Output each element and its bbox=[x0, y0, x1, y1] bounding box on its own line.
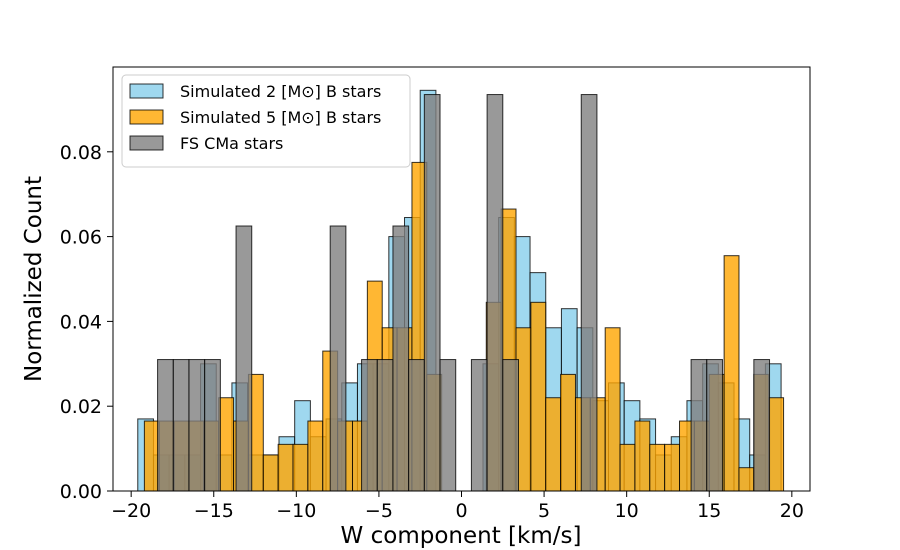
y-tick-label: 0.04 bbox=[60, 311, 102, 333]
bar-simulated-5-m-b-stars-28 bbox=[560, 373, 576, 492]
bar-fs-cma-stars-22 bbox=[502, 359, 519, 492]
bar-simulated-5-m-b-stars-34 bbox=[649, 443, 666, 492]
x-axis: −20 −15 −10 −5 0 5 10 15 20 bbox=[111, 491, 804, 522]
x-tick-label: 20 bbox=[780, 500, 804, 522]
y-axis: 0.00 0.02 0.04 0.06 0.08 bbox=[60, 142, 113, 503]
x-tick-label: −20 bbox=[111, 500, 151, 522]
y-tick-label: 0.08 bbox=[60, 142, 102, 164]
bar-simulated-5-m-b-stars-27 bbox=[545, 397, 562, 492]
bar-fs-cma-stars-14 bbox=[376, 359, 394, 492]
bar-simulated-5-m-b-stars-32 bbox=[619, 443, 636, 492]
bar-simulated-5-m-b-stars-0 bbox=[143, 420, 160, 492]
bar-simulated-5-m-b-stars-26 bbox=[530, 301, 547, 492]
legend-swatch-simulated-2-m-b-stars bbox=[129, 83, 164, 99]
legend-label-simulated-5-m-b-stars: Simulated 5 [M⊙] B stars bbox=[180, 108, 381, 127]
bar-fs-cma-stars-11 bbox=[329, 225, 347, 492]
legend-label-fs-cma-stars: FS CMa stars bbox=[180, 134, 283, 153]
bar-fs-cma-stars-38 bbox=[753, 359, 771, 492]
bar-fs-cma-stars-34 bbox=[690, 359, 708, 492]
bar-fs-cma-stars-35 bbox=[706, 359, 723, 492]
bar-simulated-5-m-b-stars-39 bbox=[723, 255, 740, 492]
bar-simulated-5-m-b-stars-31 bbox=[604, 327, 621, 492]
bar-fs-cma-stars-27 bbox=[580, 94, 598, 492]
bar-fs-cma-stars-16 bbox=[408, 359, 425, 492]
bar-simulated-5-m-b-stars-35 bbox=[664, 443, 681, 492]
x-tick-label: 0 bbox=[455, 500, 467, 522]
bar-simulated-5-m-b-stars-10 bbox=[292, 443, 309, 492]
legend: Simulated 2 [M⊙] B stars Simulated 5 [M⊙]… bbox=[121, 74, 411, 168]
x-tick-label: 15 bbox=[697, 500, 721, 522]
bar-fs-cma-stars-2 bbox=[188, 359, 206, 492]
y-tick-label: 0.02 bbox=[60, 396, 102, 418]
bar-simulated-5-m-b-stars-11 bbox=[307, 420, 324, 492]
bar-simulated-5-m-b-stars-9 bbox=[277, 443, 294, 492]
legend-swatch-fs-cma-stars bbox=[129, 135, 164, 151]
bar-simulated-5-m-b-stars-33 bbox=[634, 420, 651, 492]
bar-fs-cma-stars-21 bbox=[486, 94, 504, 492]
x-tick-label: −10 bbox=[276, 500, 316, 522]
bar-simulated-5-m-b-stars-40 bbox=[738, 467, 755, 492]
x-axis-label: W component [km/s] bbox=[341, 523, 582, 549]
bar-simulated-5-m-b-stars-42 bbox=[768, 397, 785, 492]
x-tick-label: 5 bbox=[538, 500, 550, 522]
bar-fs-cma-stars-17 bbox=[423, 94, 441, 492]
legend-frame bbox=[121, 74, 411, 168]
legend-items: Simulated 2 [M⊙] B stars Simulated 5 [M⊙]… bbox=[129, 82, 381, 153]
y-axis-label: Normalized Count bbox=[21, 176, 47, 382]
bar-fs-cma-stars-1 bbox=[172, 359, 190, 492]
bar-fs-cma-stars-18 bbox=[439, 359, 457, 492]
series-fs-cma-stars bbox=[157, 94, 771, 492]
bar-simulated-5-m-b-stars-5 bbox=[218, 397, 235, 492]
bar-simulated-5-m-b-stars-8 bbox=[262, 454, 279, 492]
legend-label-simulated-2-m-b-stars: Simulated 2 [M⊙] B stars bbox=[180, 82, 381, 101]
x-tick-label: −5 bbox=[365, 500, 393, 522]
bar-fs-cma-stars-15 bbox=[392, 225, 410, 492]
y-tick-label: 0.06 bbox=[60, 227, 102, 249]
y-tick-label: 0.00 bbox=[60, 481, 102, 503]
x-tick-label: 10 bbox=[615, 500, 639, 522]
bar-fs-cma-stars-20 bbox=[470, 359, 488, 492]
bar-fs-cma-stars-5 bbox=[235, 225, 253, 492]
x-tick-label: −15 bbox=[194, 500, 234, 522]
bar-fs-cma-stars-3 bbox=[204, 359, 221, 492]
legend-swatch-simulated-5-m-b-stars bbox=[129, 109, 164, 125]
bar-fs-cma-stars-13 bbox=[361, 359, 378, 492]
bar-fs-cma-stars-0 bbox=[157, 359, 174, 492]
